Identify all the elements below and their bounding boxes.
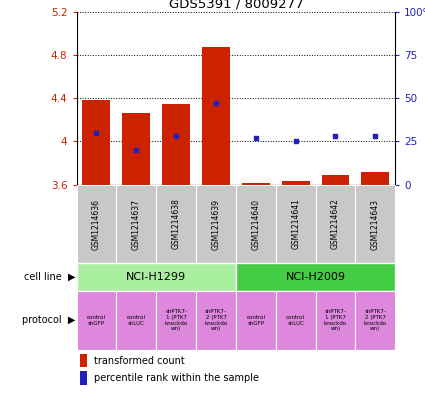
Point bbox=[252, 135, 259, 141]
Bar bbox=[236, 185, 276, 263]
Bar bbox=[202, 48, 230, 185]
Bar bbox=[282, 182, 309, 185]
Text: NCI-H1299: NCI-H1299 bbox=[126, 272, 186, 282]
Bar bbox=[196, 291, 236, 350]
Point bbox=[372, 133, 379, 140]
Point bbox=[332, 133, 339, 140]
Text: control
shLUC: control shLUC bbox=[286, 315, 305, 326]
Point bbox=[133, 147, 140, 153]
Text: GSM1214641: GSM1214641 bbox=[291, 198, 300, 250]
Text: protocol  ▶: protocol ▶ bbox=[23, 315, 76, 325]
Text: shPTK7-
1 (PTK7
knockdo
wn): shPTK7- 1 (PTK7 knockdo wn) bbox=[164, 309, 188, 331]
Bar bbox=[355, 185, 395, 263]
Bar bbox=[236, 263, 395, 291]
Title: GDS5391 / 8009277: GDS5391 / 8009277 bbox=[169, 0, 303, 11]
Text: shPTK7-
2 (PTK7
knockdo
wn): shPTK7- 2 (PTK7 knockdo wn) bbox=[204, 309, 227, 331]
Bar bbox=[116, 185, 156, 263]
Bar bbox=[156, 185, 196, 263]
Text: control
shGFP: control shGFP bbox=[246, 315, 265, 326]
Text: control
shLUC: control shLUC bbox=[127, 315, 146, 326]
Text: GSM1214638: GSM1214638 bbox=[172, 198, 181, 250]
Bar bbox=[156, 291, 196, 350]
Bar bbox=[276, 185, 315, 263]
Text: transformed count: transformed count bbox=[94, 356, 184, 366]
Bar bbox=[116, 291, 156, 350]
Text: shPTK7-
1 (PTK7
knockdo
wn): shPTK7- 1 (PTK7 knockdo wn) bbox=[324, 309, 347, 331]
Text: GSM1214636: GSM1214636 bbox=[92, 198, 101, 250]
Bar bbox=[315, 291, 355, 350]
Bar bbox=[76, 185, 116, 263]
Bar bbox=[361, 172, 389, 185]
Point bbox=[173, 133, 179, 140]
Bar bbox=[122, 113, 150, 185]
Bar bbox=[315, 185, 355, 263]
Bar bbox=[79, 354, 88, 367]
Text: cell line  ▶: cell line ▶ bbox=[24, 272, 76, 282]
Bar bbox=[76, 263, 236, 291]
Text: GSM1214642: GSM1214642 bbox=[331, 198, 340, 250]
Bar bbox=[76, 291, 116, 350]
Text: control
shGFP: control shGFP bbox=[87, 315, 106, 326]
Text: GSM1214639: GSM1214639 bbox=[212, 198, 221, 250]
Text: GSM1214640: GSM1214640 bbox=[251, 198, 260, 250]
Bar bbox=[82, 100, 110, 185]
Bar bbox=[276, 291, 315, 350]
Bar bbox=[236, 291, 276, 350]
Point bbox=[93, 130, 100, 136]
Point bbox=[212, 100, 219, 107]
Text: percentile rank within the sample: percentile rank within the sample bbox=[94, 373, 259, 384]
Bar bbox=[79, 371, 88, 385]
Bar bbox=[196, 185, 236, 263]
Text: shPTK7-
2 (PTK7
knockdo
wn): shPTK7- 2 (PTK7 knockdo wn) bbox=[364, 309, 387, 331]
Bar bbox=[322, 175, 349, 185]
Text: GSM1214643: GSM1214643 bbox=[371, 198, 380, 250]
Text: NCI-H2009: NCI-H2009 bbox=[286, 272, 346, 282]
Text: GSM1214637: GSM1214637 bbox=[132, 198, 141, 250]
Bar bbox=[242, 182, 270, 185]
Bar bbox=[355, 291, 395, 350]
Point bbox=[292, 138, 299, 145]
Bar bbox=[162, 104, 190, 185]
